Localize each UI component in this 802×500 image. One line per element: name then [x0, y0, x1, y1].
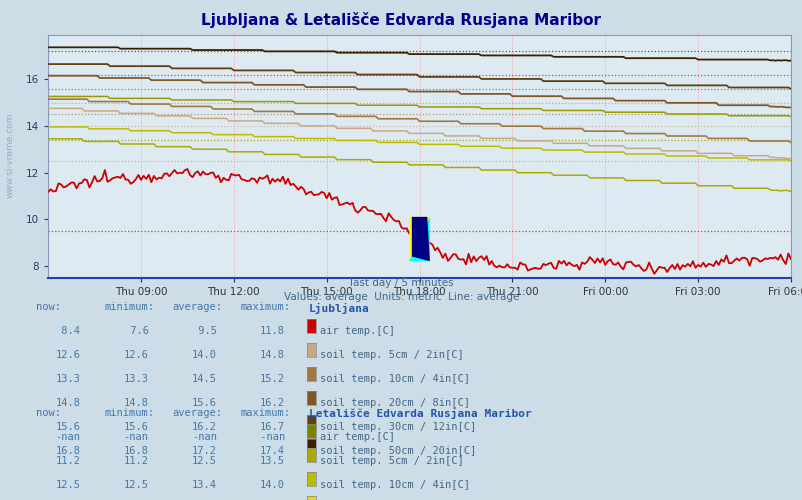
Text: 14.0: 14.0 — [260, 480, 285, 490]
Text: 11.2: 11.2 — [55, 456, 80, 466]
Text: 11.2: 11.2 — [124, 456, 148, 466]
Text: 8.4: 8.4 — [55, 326, 80, 336]
Text: 16.2: 16.2 — [192, 422, 217, 432]
Text: 17.4: 17.4 — [260, 446, 285, 456]
Text: 12.5: 12.5 — [192, 456, 217, 466]
Text: 11.8: 11.8 — [260, 326, 285, 336]
Text: -nan: -nan — [192, 432, 217, 442]
Text: 13.5: 13.5 — [260, 456, 285, 466]
Text: 17.2: 17.2 — [192, 446, 217, 456]
Text: 16.8: 16.8 — [124, 446, 148, 456]
Text: soil temp. 20cm / 8in[C]: soil temp. 20cm / 8in[C] — [319, 398, 469, 408]
Text: 15.6: 15.6 — [192, 398, 217, 408]
Text: 12.6: 12.6 — [55, 350, 80, 360]
Text: -nan: -nan — [55, 432, 80, 442]
Text: 15.6: 15.6 — [55, 422, 80, 432]
Text: 14.0: 14.0 — [192, 350, 217, 360]
Text: 12.6: 12.6 — [124, 350, 148, 360]
Text: soil temp. 10cm / 4in[C]: soil temp. 10cm / 4in[C] — [319, 480, 469, 490]
Text: 14.8: 14.8 — [124, 398, 148, 408]
Text: 9.5: 9.5 — [192, 326, 217, 336]
Text: 16.8: 16.8 — [55, 446, 80, 456]
Text: 14.8: 14.8 — [55, 398, 80, 408]
Text: minimum:: minimum: — [104, 302, 154, 312]
Text: 12.5: 12.5 — [55, 480, 80, 490]
Text: 15.6: 15.6 — [124, 422, 148, 432]
Polygon shape — [411, 217, 429, 261]
Text: 16.2: 16.2 — [260, 398, 285, 408]
Text: 14.8: 14.8 — [260, 350, 285, 360]
Text: 16.7: 16.7 — [260, 422, 285, 432]
Text: 13.4: 13.4 — [192, 480, 217, 490]
Text: now:: now: — [36, 408, 61, 418]
Text: soil temp. 50cm / 20in[C]: soil temp. 50cm / 20in[C] — [319, 446, 476, 456]
Text: maximum:: maximum: — [241, 302, 290, 312]
Text: 13.3: 13.3 — [124, 374, 148, 384]
Text: 13.3: 13.3 — [55, 374, 80, 384]
Polygon shape — [409, 217, 429, 261]
Text: average:: average: — [172, 408, 222, 418]
Text: soil temp. 30cm / 12in[C]: soil temp. 30cm / 12in[C] — [319, 422, 476, 432]
Text: soil temp. 5cm / 2in[C]: soil temp. 5cm / 2in[C] — [319, 456, 463, 466]
Text: average:: average: — [172, 302, 222, 312]
Text: 7.6: 7.6 — [124, 326, 148, 336]
Text: soil temp. 10cm / 4in[C]: soil temp. 10cm / 4in[C] — [319, 374, 469, 384]
Text: -nan: -nan — [124, 432, 148, 442]
Text: 15.2: 15.2 — [260, 374, 285, 384]
Text: soil temp. 5cm / 2in[C]: soil temp. 5cm / 2in[C] — [319, 350, 463, 360]
Text: last day / 5 minutes: last day / 5 minutes — [349, 278, 453, 288]
Text: air temp.[C]: air temp.[C] — [319, 326, 394, 336]
Text: 12.5: 12.5 — [124, 480, 148, 490]
Text: now:: now: — [36, 302, 61, 312]
Text: Values: average  Units: metric  Line: average: Values: average Units: metric Line: aver… — [283, 292, 519, 302]
Text: maximum:: maximum: — [241, 408, 290, 418]
Text: Ljubljana: Ljubljana — [309, 302, 370, 314]
Polygon shape — [409, 217, 429, 261]
Text: 14.5: 14.5 — [192, 374, 217, 384]
Text: air temp.[C]: air temp.[C] — [319, 432, 394, 442]
Text: www.si-vreme.com: www.si-vreme.com — [6, 112, 15, 198]
Text: Ljubljana & Letališče Edvarda Rusjana Maribor: Ljubljana & Letališče Edvarda Rusjana Ma… — [201, 12, 601, 28]
Text: minimum:: minimum: — [104, 408, 154, 418]
Text: -nan: -nan — [253, 432, 285, 442]
Text: Letališče Edvarda Rusjana Maribor: Letališče Edvarda Rusjana Maribor — [309, 408, 531, 418]
